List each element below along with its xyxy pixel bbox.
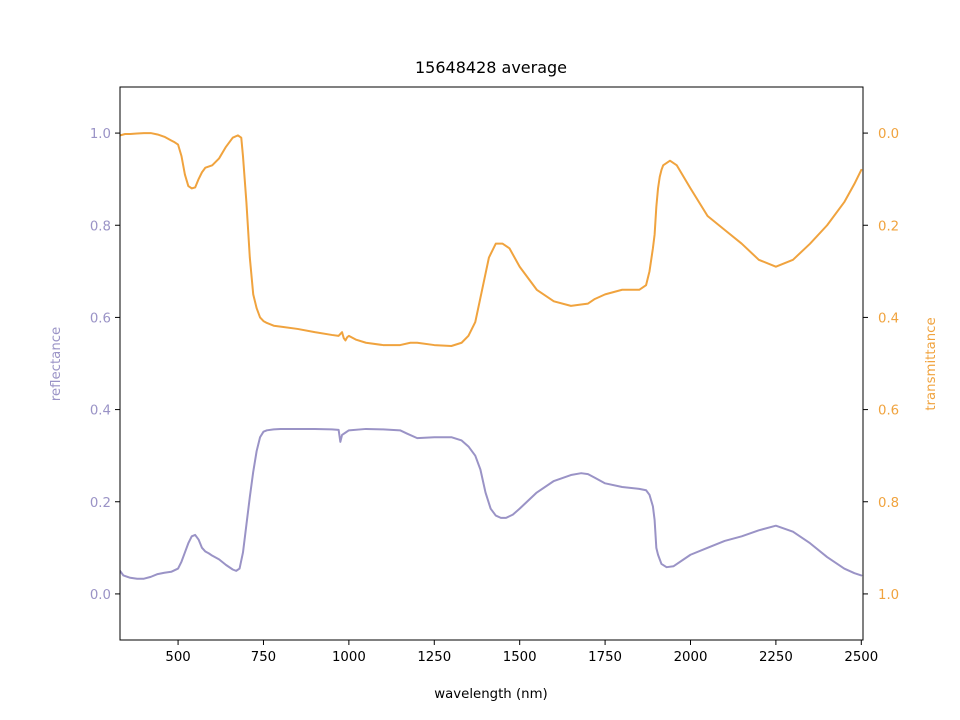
series-layer bbox=[120, 132, 863, 580]
x-tick-label: 2250 bbox=[759, 650, 793, 665]
y-tick-label-right: 0.4 bbox=[878, 311, 899, 326]
x-tick-label: 2000 bbox=[674, 650, 708, 665]
y-tick-label-right: 1.0 bbox=[878, 588, 899, 603]
y-tick-label-left: 0.6 bbox=[90, 311, 111, 326]
series-line-transmittance bbox=[120, 132, 863, 347]
series-line-reflectance bbox=[120, 427, 863, 580]
x-tick-label: 500 bbox=[165, 650, 190, 665]
y-axis-label-right: transmittance bbox=[924, 317, 939, 410]
x-tick-label: 1000 bbox=[332, 650, 366, 665]
y-tick-label-left: 0.2 bbox=[90, 496, 111, 511]
y-axis-label-left: reflectance bbox=[49, 327, 64, 402]
y-tick-label-left: 0.4 bbox=[90, 404, 111, 419]
y-tick-label-right: 0.2 bbox=[878, 219, 899, 234]
y-tick-label-left: 0.8 bbox=[90, 219, 111, 234]
x-axis-label: wavelength (nm) bbox=[434, 687, 547, 702]
y-tick-label-left: 0.0 bbox=[90, 588, 111, 603]
x-tick-label: 1500 bbox=[503, 650, 537, 665]
y-tick-label-right: 0.0 bbox=[878, 127, 899, 142]
chart-title: 15648428 average bbox=[415, 58, 567, 77]
x-tick-label: 1750 bbox=[588, 650, 622, 665]
plot-frame bbox=[119, 86, 864, 641]
y-tick-label-right: 0.6 bbox=[878, 404, 899, 419]
x-tick-label: 2500 bbox=[844, 650, 878, 665]
x-tick-label: 750 bbox=[251, 650, 276, 665]
axes-layer: 500 750 1000 1250 1500 1750 2000 2250 2500 0.0 0.2… bbox=[90, 127, 899, 665]
y-tick-label-right: 0.8 bbox=[878, 496, 899, 511]
x-tick-label: 1250 bbox=[417, 650, 451, 665]
y-tick-label-left: 1.0 bbox=[90, 127, 111, 142]
